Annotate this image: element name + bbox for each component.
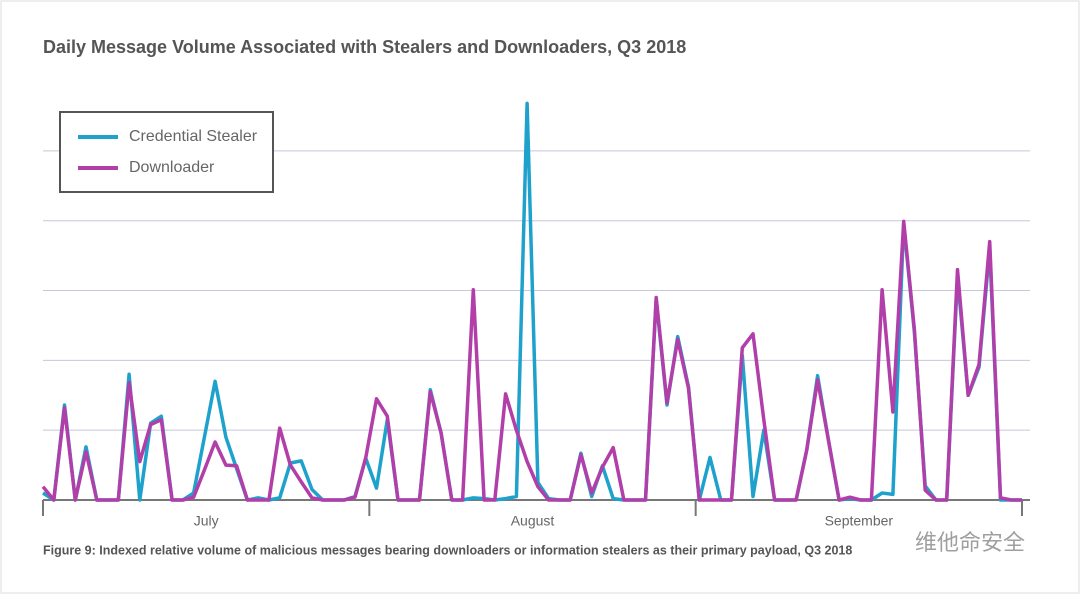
x-tick-label: August xyxy=(511,513,555,529)
x-tick-label: July xyxy=(194,513,219,529)
x-tick-label: September xyxy=(825,513,894,529)
series-line xyxy=(41,219,1022,502)
legend-box xyxy=(59,111,274,193)
legend-label: Credential Stealer xyxy=(129,128,258,145)
chart-title: Daily Message Volume Associated with Ste… xyxy=(43,37,686,57)
watermark: 维他命安全 xyxy=(915,530,1025,555)
legend-label: Downloader xyxy=(129,159,215,176)
caption: Figure 9: Indexed relative volume of mal… xyxy=(43,543,852,557)
